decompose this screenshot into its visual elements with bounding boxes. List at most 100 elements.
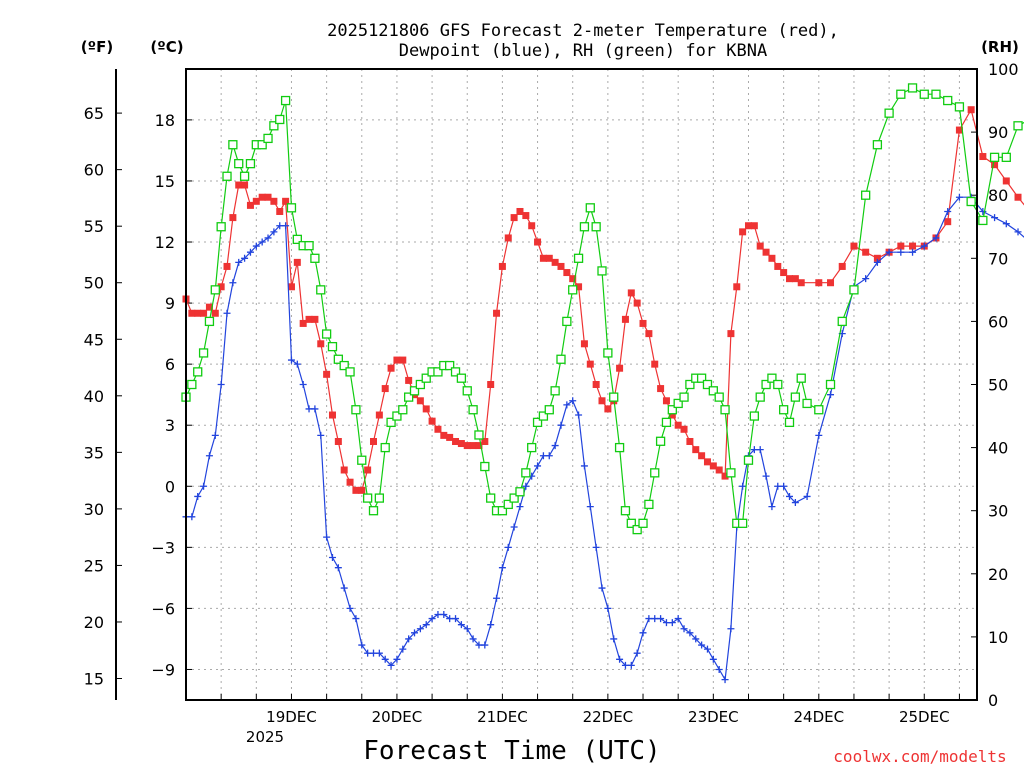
- data-point-temperature: [1002, 177, 1010, 185]
- data-point-relative-humidity: [989, 152, 1000, 162]
- data-point-relative-humidity: [790, 392, 801, 402]
- data-point-temperature: [235, 181, 243, 189]
- data-point-dewpoint: [334, 564, 342, 572]
- data-point-temperature: [621, 315, 629, 323]
- data-point-temperature: [246, 201, 254, 209]
- data-point-dewpoint: [756, 446, 764, 454]
- data-point-dewpoint: [241, 254, 249, 262]
- data-point-temperature: [293, 258, 301, 266]
- rh-tick-label: 60: [988, 312, 1008, 331]
- data-point-relative-humidity: [696, 373, 707, 383]
- data-point-temperature: [498, 262, 506, 270]
- data-point-temperature: [317, 340, 325, 348]
- data-point-relative-humidity: [398, 405, 408, 415]
- axes: [115, 68, 978, 701]
- data-point-relative-humidity: [503, 499, 513, 510]
- data-point-temperature: [897, 242, 905, 250]
- fahrenheit-tick-label: 65: [84, 104, 104, 123]
- data-point-dewpoint: [422, 621, 430, 629]
- data-point-relative-humidity: [368, 506, 379, 516]
- data-point-relative-humidity: [1001, 152, 1011, 162]
- data-point-relative-humidity: [556, 354, 566, 364]
- data-point-relative-humidity: [562, 316, 572, 327]
- data-point-relative-humidity: [532, 417, 543, 428]
- data-point-temperature: [452, 437, 460, 445]
- data-point-temperature: [768, 254, 776, 262]
- data-point-relative-humidity: [497, 506, 508, 516]
- data-point-relative-humidity: [614, 442, 625, 453]
- data-point-dewpoint: [498, 564, 506, 572]
- data-point-relative-humidity: [362, 493, 373, 503]
- data-point-dewpoint: [633, 649, 641, 657]
- data-point-relative-humidity: [737, 518, 748, 528]
- data-point-temperature: [340, 466, 348, 474]
- data-point-relative-humidity: [872, 140, 883, 150]
- data-point-temperature: [241, 181, 249, 189]
- data-point-dewpoint: [457, 621, 465, 629]
- data-point-temperature: [200, 309, 208, 317]
- data-point-dewpoint: [317, 431, 325, 439]
- chart-title-line-2: Dewpoint (blue), RH (green) for KBNA: [399, 41, 767, 61]
- data-point-dewpoint: [621, 661, 629, 669]
- data-point-dewpoint: [909, 248, 917, 256]
- celsius-tick-label: 18: [155, 111, 175, 130]
- data-point-temperature: [434, 425, 442, 433]
- fahrenheit-tick-label: 35: [84, 443, 104, 462]
- data-point-temperature: [381, 385, 389, 393]
- data-point-dewpoint: [411, 629, 419, 637]
- data-point-temperature: [375, 411, 383, 419]
- rh-tick-label: 50: [988, 376, 1008, 395]
- celsius-tick-label: 15: [155, 172, 175, 191]
- fahrenheit-tick-label: 55: [84, 217, 104, 236]
- celsius-tick-label: −6: [151, 599, 175, 618]
- data-point-relative-humidity: [310, 253, 320, 263]
- data-point-temperature: [522, 212, 530, 220]
- data-point-dewpoint: [721, 676, 729, 684]
- data-point-relative-humidity: [609, 392, 619, 402]
- data-point-temperature: [616, 364, 624, 372]
- data-point-temperature: [627, 289, 635, 297]
- data-point-relative-humidity: [527, 442, 537, 453]
- data-point-relative-humidity: [708, 386, 718, 396]
- data-point-relative-humidity: [673, 398, 683, 409]
- data-point-temperature: [703, 458, 711, 466]
- data-point-dewpoint: [727, 625, 735, 633]
- data-point-dewpoint: [223, 309, 231, 317]
- rh-tick-label: 10: [988, 628, 1008, 647]
- data-point-relative-humidity: [1013, 121, 1023, 131]
- data-point-temperature: [287, 283, 295, 291]
- data-point-dewpoint: [873, 258, 881, 266]
- data-point-relative-humidity: [579, 222, 590, 232]
- data-point-relative-humidity: [796, 373, 806, 383]
- data-point-dewpoint: [264, 234, 272, 242]
- data-point-relative-humidity: [726, 468, 736, 478]
- x-tick-label: 20DEC: [372, 708, 423, 726]
- data-point-temperature: [305, 315, 313, 323]
- data-point-relative-humidity: [286, 203, 297, 213]
- rh-tick-label: 90: [988, 123, 1008, 142]
- data-point-dewpoint: [516, 503, 524, 511]
- data-point-temperature: [733, 283, 741, 291]
- data-point-dewpoint: [440, 611, 448, 619]
- data-point-dewpoint: [786, 492, 794, 500]
- data-point-relative-humidity: [585, 203, 595, 213]
- data-point-relative-humidity: [644, 499, 654, 510]
- data-point-temperature: [352, 486, 360, 494]
- data-point-temperature: [217, 283, 225, 291]
- data-point-temperature: [510, 214, 518, 222]
- data-point-dewpoint: [399, 645, 407, 653]
- data-point-dewpoint: [323, 533, 331, 541]
- data-point-dewpoint: [569, 397, 577, 405]
- data-point-dewpoint: [393, 655, 401, 663]
- data-point-temperature: [955, 126, 963, 134]
- data-point-dewpoint: [416, 625, 424, 633]
- data-point-dewpoint: [1014, 228, 1022, 236]
- data-point-relative-humidity: [861, 190, 871, 200]
- plot-frame: [185, 68, 978, 701]
- data-point-relative-humidity: [421, 373, 431, 383]
- data-point-temperature: [774, 262, 782, 270]
- data-point-relative-humidity: [978, 215, 988, 226]
- data-point-dewpoint: [991, 214, 999, 222]
- data-point-dewpoint: [616, 655, 624, 663]
